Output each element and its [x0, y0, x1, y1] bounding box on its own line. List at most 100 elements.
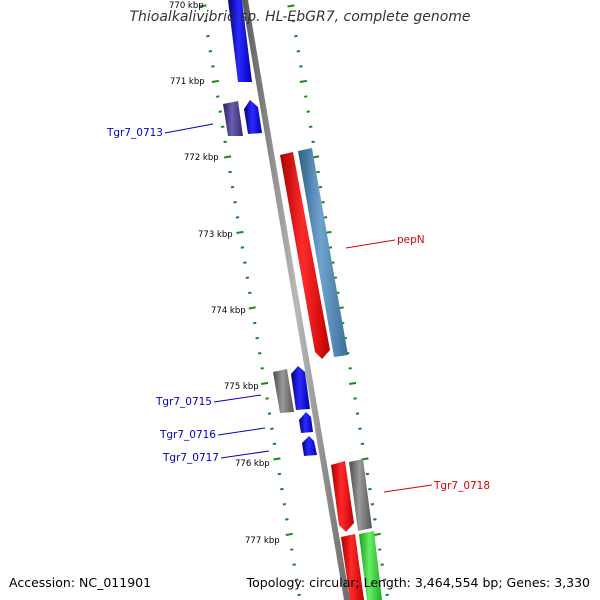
inner-ring-tick [265, 397, 269, 400]
leader-line [383, 484, 433, 493]
inner-ring-tick [292, 563, 296, 566]
outer-ring-tick [358, 427, 362, 430]
outer-ring-tick [368, 487, 372, 491]
inner-ring-tick [272, 442, 277, 446]
cds-feature-gray-0718 [349, 459, 372, 531]
inner-ring-tick [285, 518, 289, 521]
gene-leader-lines [164, 123, 433, 493]
inner-ring-tick [248, 291, 252, 295]
inner-ring-tick [199, 4, 207, 8]
cds-feature-pepn-red [280, 152, 330, 359]
inner-ring-tick [277, 472, 282, 476]
outer-ring-tick [296, 50, 301, 53]
inner-ring-tick [280, 487, 284, 491]
inner-ring-tick [240, 246, 245, 249]
cds-feature-blue-top [228, 0, 252, 82]
kbp-label: 775 kbp [224, 382, 259, 392]
cds-feature-steelblue [298, 148, 348, 357]
gene-label-tgr7-0716[interactable]: Tgr7_0716 [159, 429, 216, 441]
outer-ring-tick [373, 532, 381, 536]
inner-ring-tick [230, 185, 235, 189]
outer-ring-tick [311, 140, 315, 144]
genome-summary-text: Topology: circular; Length: 3,464,554 bp… [246, 575, 590, 590]
outer-ring-tick [304, 95, 308, 98]
feature-track [223, 0, 382, 600]
map-title: Thioalkalivibrio sp. HL-EbGR7, complete … [129, 9, 471, 25]
accession-text: Accession: NC_011901 [9, 575, 152, 590]
outer-ring-tick [382, 578, 387, 581]
inner-ring-tick [267, 412, 272, 415]
outer-ring-tick [299, 79, 307, 83]
inner-ring-tick [273, 457, 281, 461]
inner-ring-tick [203, 19, 208, 23]
leader-line [345, 239, 396, 249]
gene-label-pepn[interactable]: pepN [397, 234, 425, 246]
inner-ring-tick [236, 230, 244, 234]
outer-ring-tick [380, 563, 384, 566]
inner-ring-tick [245, 276, 250, 279]
outer-ring-tick [299, 65, 303, 68]
inner-ring-tick [285, 532, 293, 536]
outer-ring-tick [370, 503, 375, 506]
inner-ring-tick [255, 336, 259, 340]
inner-ring-tick [243, 261, 247, 264]
inner-ring-tick [235, 216, 240, 219]
inner-ring-tick [211, 65, 215, 68]
gene-label-tgr7-0715[interactable]: Tgr7_0715 [155, 396, 212, 408]
leader-line [164, 123, 214, 134]
outer-ring-tick [349, 381, 357, 385]
leader-line [220, 450, 270, 459]
outer-ring-tick [308, 125, 313, 128]
cds-feature-gray-0715 [273, 369, 294, 413]
outer-ring-tick [318, 185, 323, 189]
inner-ring-tick [211, 79, 219, 83]
inner-ring-tick [290, 548, 294, 551]
inner-ring-tick [228, 170, 232, 174]
inner-ring-tick [208, 50, 213, 53]
kbp-ruler: 770 kbp 771 kbp 772 kbp 773 kbp 774 kbp … [169, 1, 280, 546]
outer-ring-tick [316, 170, 320, 174]
outer-ring-tick [306, 110, 310, 113]
inner-ring-tick [248, 306, 256, 310]
outer-ring-tick [365, 472, 370, 476]
inner-ring-tick [223, 140, 227, 144]
gene-label-tgr7-0713[interactable]: Tgr7_0713 [106, 127, 163, 139]
inner-ring-tick [220, 125, 225, 128]
cds-feature-purple [223, 101, 243, 136]
inner-ring-tick [216, 95, 220, 98]
cds-arrow-tgr7-0717 [302, 436, 317, 456]
inner-ring-tick [260, 367, 264, 370]
kbp-label: 770 kbp [169, 1, 204, 11]
outer-ring-tick [360, 442, 365, 446]
cds-arrow-tgr7-0715 [291, 366, 310, 410]
leader-line [217, 427, 266, 436]
inner-ring-tick [282, 503, 287, 506]
inner-ring-tick [253, 321, 257, 325]
inner-ring-tick [206, 34, 210, 38]
inner-ring-tick [294, 578, 299, 581]
gene-label-tgr7-0717[interactable]: Tgr7_0717 [162, 452, 219, 464]
genome-backbone [242, 0, 350, 600]
tick-rings [199, 4, 389, 597]
kbp-label: 773 kbp [198, 230, 233, 240]
gene-label-tgr7-0718[interactable]: Tgr7_0718 [433, 480, 490, 492]
leader-line [213, 394, 262, 403]
cds-feature-red-bottom [341, 534, 364, 600]
kbp-label: 777 kbp [245, 536, 280, 546]
inner-ring-tick [218, 110, 222, 113]
cds-feature-green-bottom [359, 531, 382, 600]
inner-ring-tick [270, 427, 274, 430]
inner-ring-tick [297, 593, 301, 597]
outer-ring-tick [373, 518, 377, 521]
outer-ring-tick [291, 19, 296, 23]
outer-ring-tick [353, 397, 357, 400]
outer-ring-tick [385, 593, 389, 597]
outer-ring-tick [294, 34, 298, 38]
kbp-label: 772 kbp [184, 153, 219, 163]
outer-ring-tick [323, 216, 328, 219]
outer-ring-tick [287, 4, 295, 8]
outer-ring-tick [378, 548, 382, 551]
inner-ring-tick [261, 381, 269, 385]
cds-feature-red-0718 [331, 461, 354, 532]
